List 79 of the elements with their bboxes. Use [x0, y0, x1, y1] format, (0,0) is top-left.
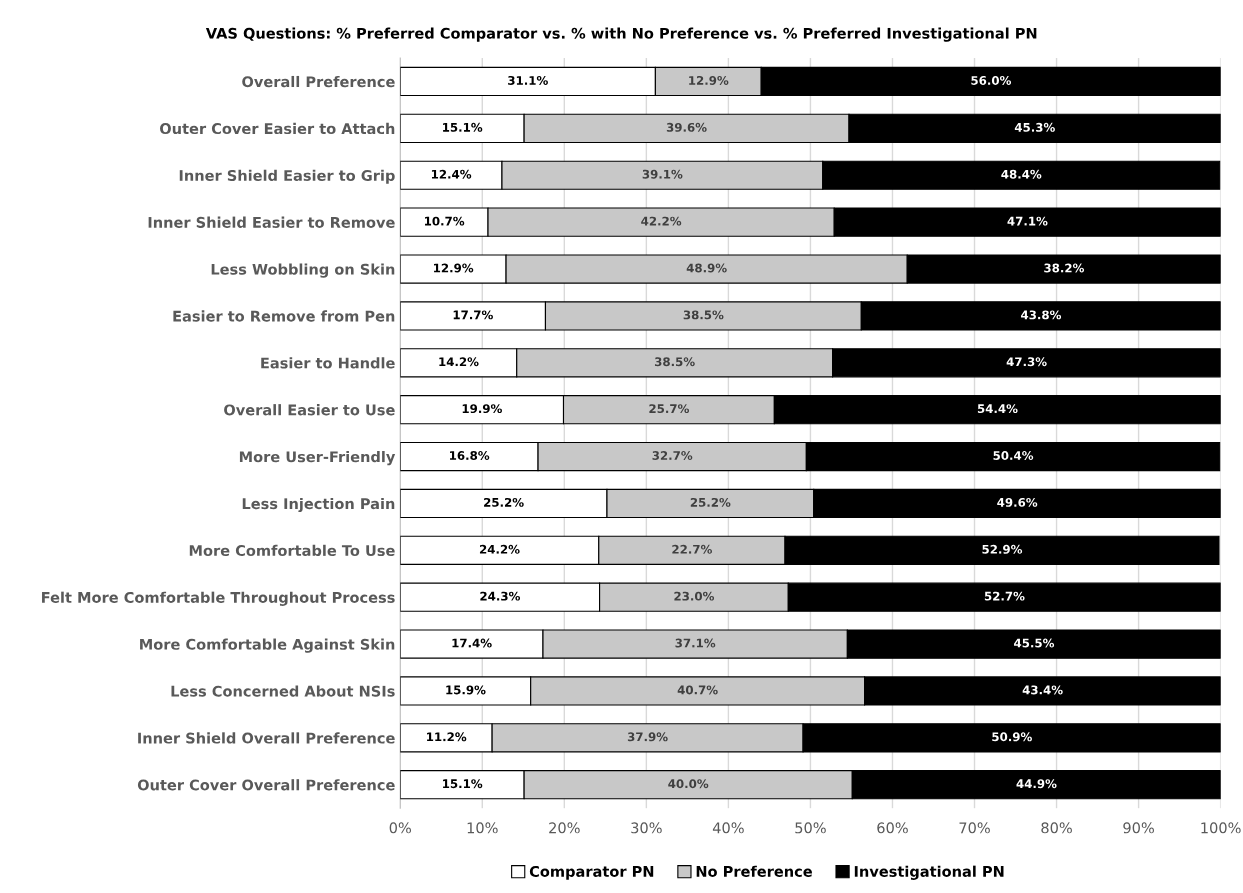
- data-label: 43.8%: [1021, 310, 1062, 320]
- y-tick-label: Easier to Handle: [261, 357, 395, 369]
- x-tick-label: 60%: [877, 822, 908, 834]
- legend-label: Investigational PN: [854, 865, 1004, 880]
- y-tick-label: Inner Shield Easier to Remove: [148, 216, 395, 228]
- data-label: 25.2%: [690, 497, 731, 507]
- data-label: 37.1%: [675, 638, 716, 648]
- data-label: 48.9%: [686, 263, 727, 273]
- y-tick-label: Outer Cover Easier to Attach: [160, 122, 395, 135]
- data-label: 43.4%: [1022, 685, 1063, 695]
- y-tick-label: Less Wobbling on Skin: [211, 263, 395, 278]
- y-tick-label: Felt More Comfortable Throughout Process: [42, 591, 395, 606]
- data-label: 32.7%: [652, 451, 693, 460]
- data-label: 48.4%: [1001, 169, 1042, 179]
- y-tick-label: More User-Friendly: [239, 451, 396, 466]
- x-tick-label: 90%: [1123, 822, 1154, 834]
- data-label: 31.1%: [508, 75, 548, 85]
- data-label: 39.1%: [642, 169, 683, 179]
- x-tick-label: 40%: [712, 822, 744, 834]
- data-label: 45.5%: [1014, 638, 1055, 648]
- data-label: 40.7%: [677, 685, 718, 695]
- data-label: 38.5%: [683, 310, 724, 320]
- data-label: 11.2%: [427, 732, 467, 742]
- data-label: 52.9%: [982, 544, 1023, 554]
- data-label: 24.3%: [480, 591, 521, 601]
- data-label: 25.7%: [649, 404, 690, 414]
- y-tick-label: Less Concerned About NSIs: [171, 685, 395, 697]
- x-tick-label: 70%: [959, 822, 990, 834]
- data-label: 15.1%: [443, 122, 483, 132]
- chart-title: VAS Questions: % Preferred Comparator vs. % with No Preference vs. % Preferred Investigational PN: [205, 27, 1037, 42]
- x-tick-label: 50%: [795, 822, 826, 834]
- data-label: 44.9%: [1016, 779, 1057, 789]
- legend-label: No Preference: [696, 865, 812, 877]
- data-label: 14.2%: [439, 357, 479, 367]
- data-label: 12.4%: [431, 169, 472, 179]
- data-label: 54.4%: [977, 404, 1018, 414]
- y-tick-label: Overall Preference: [242, 75, 395, 88]
- data-label: 17.4%: [452, 638, 492, 648]
- data-label: 12.9%: [689, 75, 729, 85]
- x-tick-label: 100%: [1201, 822, 1241, 834]
- y-tick-label: Inner Shield Easier to Grip: [179, 169, 395, 184]
- data-label: 42.2%: [641, 216, 682, 226]
- data-label: 15.9%: [446, 685, 486, 695]
- data-label: 39.6%: [666, 122, 707, 132]
- x-tick-label: 20%: [549, 822, 580, 834]
- data-label: 49.6%: [997, 497, 1038, 507]
- data-label: 24.2%: [479, 544, 520, 554]
- data-label: 47.3%: [1006, 357, 1047, 367]
- x-tick-label: 10%: [467, 822, 498, 834]
- data-label: 40.0%: [668, 779, 709, 789]
- data-label: 45.3%: [1014, 122, 1055, 132]
- data-label: 25.2%: [484, 497, 524, 507]
- data-label: 47.1%: [1007, 216, 1048, 226]
- legend-label: Comparator PN: [529, 865, 654, 880]
- data-label: 38.5%: [654, 357, 695, 367]
- y-tick-label: More Comfortable To Use: [189, 544, 395, 557]
- data-label: 17.7%: [453, 310, 493, 320]
- data-label: 56.0%: [971, 75, 1012, 85]
- data-label: 23.0%: [674, 591, 715, 601]
- data-label: 50.9%: [992, 732, 1032, 742]
- x-tick-label: 0%: [389, 822, 412, 834]
- y-tick-label: Outer Cover Overall Preference: [137, 779, 395, 791]
- data-label: 12.9%: [434, 263, 474, 273]
- data-label: 22.7%: [672, 544, 712, 554]
- y-tick-label: Overall Easier to Use: [224, 404, 395, 416]
- y-tick-label: Less Injection Pain: [242, 497, 395, 513]
- y-tick-label: More Comfortable Against Skin: [140, 638, 395, 653]
- x-tick-label: 30%: [631, 822, 662, 834]
- data-label: 37.9%: [627, 732, 668, 742]
- data-label: 38.2%: [1044, 263, 1085, 273]
- data-label: 19.9%: [462, 404, 502, 414]
- data-label: 16.8%: [450, 451, 490, 460]
- data-label: 52.7%: [984, 591, 1025, 601]
- data-label: 15.1%: [443, 779, 483, 789]
- y-tick-label: Inner Shield Overall Preference: [138, 732, 395, 744]
- data-label: 10.7%: [424, 216, 465, 226]
- y-tick-label: Easier to Remove from Pen: [173, 310, 395, 322]
- x-tick-label: 80%: [1041, 822, 1072, 834]
- data-label: 50.4%: [993, 451, 1034, 460]
